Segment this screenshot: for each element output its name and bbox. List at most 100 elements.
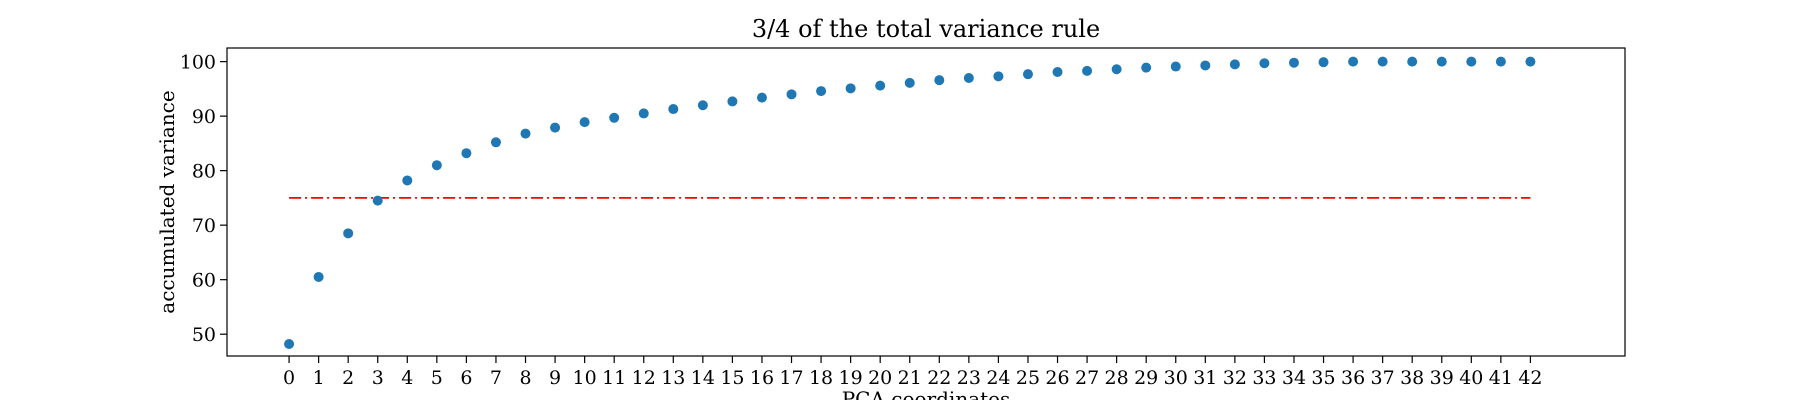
x-tick-label: 18 — [809, 367, 833, 389]
x-tick-label: 7 — [490, 367, 502, 389]
x-tick-label: 38 — [1400, 367, 1424, 389]
x-tick-label: 10 — [573, 367, 597, 389]
x-tick-label: 17 — [779, 367, 803, 389]
x-tick-label: 5 — [431, 367, 443, 389]
data-point — [1170, 61, 1181, 72]
data-point — [993, 71, 1004, 82]
data-point — [1495, 56, 1506, 67]
x-tick-label: 42 — [1518, 367, 1542, 389]
data-point — [1288, 57, 1299, 68]
data-point — [1229, 59, 1240, 70]
data-series — [284, 56, 1536, 350]
x-axis: 0 1 2 3 4 5 6 7 8 9 10 11 12 13 14 15 16 17 18 19 20 21 22 23 24… — [283, 356, 1543, 389]
data-point — [1082, 65, 1093, 76]
data-point — [1200, 60, 1211, 71]
x-tick-label: 16 — [750, 367, 774, 389]
x-tick-label: 27 — [1075, 367, 1099, 389]
x-tick-label: 20 — [868, 367, 892, 389]
x-tick-label: 23 — [957, 367, 981, 389]
x-tick-label: 30 — [1164, 367, 1188, 389]
x-tick-label: 22 — [927, 367, 951, 389]
x-tick-label: 40 — [1459, 367, 1483, 389]
data-point — [1052, 66, 1063, 77]
x-tick-label: 26 — [1045, 367, 1069, 389]
data-point — [520, 128, 531, 139]
x-tick-label: 24 — [986, 367, 1010, 389]
x-tick-label: 11 — [602, 367, 626, 389]
x-tick-label: 1 — [313, 367, 325, 389]
data-point — [668, 104, 679, 115]
data-point — [1141, 62, 1152, 73]
x-tick-label: 2 — [342, 367, 354, 389]
data-point — [1111, 64, 1122, 75]
x-tick-label: 13 — [661, 367, 685, 389]
data-point — [727, 96, 738, 107]
data-point — [1407, 56, 1418, 67]
x-tick-label: 8 — [519, 367, 531, 389]
data-point — [786, 89, 797, 100]
x-tick-label: 3 — [372, 367, 384, 389]
data-point — [1525, 56, 1536, 67]
x-tick-label: 39 — [1430, 367, 1454, 389]
y-tick-label: 90 — [192, 106, 216, 128]
x-tick-label: 12 — [632, 367, 656, 389]
x-tick-label: 21 — [898, 367, 922, 389]
data-point — [845, 83, 856, 94]
x-tick-label: 4 — [401, 367, 413, 389]
x-tick-label: 28 — [1105, 367, 1129, 389]
chart-title: 3/4 of the total variance rule — [752, 15, 1100, 43]
data-point — [756, 92, 767, 103]
y-tick-label: 60 — [192, 270, 216, 292]
data-point — [372, 195, 383, 206]
data-point — [313, 271, 324, 282]
data-point — [402, 175, 413, 186]
x-tick-label: 31 — [1193, 367, 1217, 389]
x-tick-label: 25 — [1016, 367, 1040, 389]
data-point — [284, 339, 295, 350]
data-point — [1022, 69, 1033, 80]
data-point — [579, 117, 590, 128]
data-point — [1466, 56, 1477, 67]
data-point — [816, 86, 827, 97]
y-tick-label: 70 — [192, 215, 216, 237]
data-point — [1348, 56, 1359, 67]
data-point — [875, 80, 886, 91]
data-point — [609, 112, 620, 123]
x-tick-label: 36 — [1341, 367, 1365, 389]
x-tick-label: 9 — [549, 367, 561, 389]
data-point — [1377, 56, 1388, 67]
x-tick-label: 29 — [1134, 367, 1158, 389]
data-point — [550, 122, 561, 133]
data-point — [431, 160, 442, 171]
plot-frame — [226, 47, 1626, 357]
x-tick-label: 37 — [1371, 367, 1395, 389]
y-tick-label: 50 — [192, 324, 216, 346]
data-point — [490, 137, 501, 148]
data-point — [461, 148, 472, 159]
x-tick-label: 35 — [1311, 367, 1335, 389]
data-point — [1318, 57, 1329, 68]
data-point — [1436, 56, 1447, 67]
data-point — [934, 75, 945, 86]
x-tick-label: 15 — [720, 367, 744, 389]
data-point — [963, 72, 974, 83]
y-axis: 50 60 70 80 90 100 — [180, 52, 227, 346]
data-point — [1259, 58, 1270, 69]
data-point — [638, 108, 649, 119]
x-tick-label: 32 — [1223, 367, 1247, 389]
y-tick-label: 100 — [180, 52, 216, 74]
x-axis-label: PCA coordinates — [842, 387, 1011, 400]
x-tick-label: 14 — [691, 367, 715, 389]
data-point — [697, 100, 708, 111]
x-tick-label: 41 — [1489, 367, 1513, 389]
x-tick-label: 6 — [460, 367, 472, 389]
x-tick-label: 34 — [1282, 367, 1306, 389]
y-axis-label: accumulated variance — [155, 90, 179, 313]
data-point — [904, 77, 915, 88]
data-point — [343, 228, 354, 239]
x-tick-label: 0 — [283, 367, 295, 389]
x-tick-label: 33 — [1252, 367, 1276, 389]
x-tick-label: 19 — [839, 367, 863, 389]
y-tick-label: 80 — [192, 161, 216, 183]
